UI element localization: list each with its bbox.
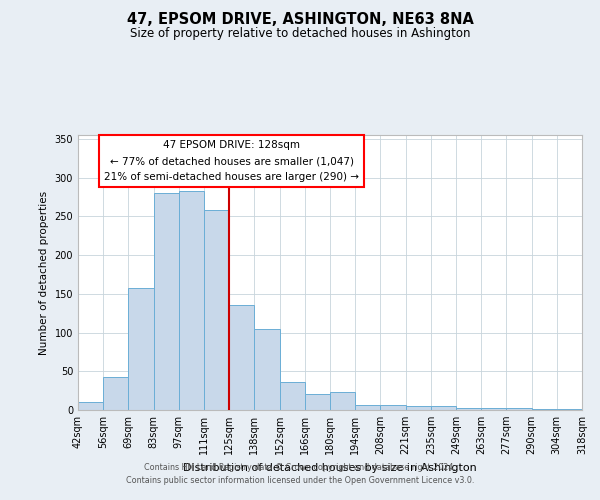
Text: 47, EPSOM DRIVE, ASHINGTON, NE63 8NA: 47, EPSOM DRIVE, ASHINGTON, NE63 8NA xyxy=(127,12,473,28)
Bar xyxy=(406,406,431,410)
Bar xyxy=(78,402,103,410)
Bar xyxy=(204,210,229,410)
Text: 47 EPSOM DRIVE: 128sqm
← 77% of detached houses are smaller (1,047)
21% of semi-: 47 EPSOM DRIVE: 128sqm ← 77% of detached… xyxy=(104,140,359,181)
Bar xyxy=(305,394,330,410)
Bar xyxy=(532,409,557,410)
Bar xyxy=(280,382,305,410)
Bar xyxy=(330,392,355,410)
Bar xyxy=(456,408,481,410)
Bar xyxy=(128,288,154,410)
Bar xyxy=(431,406,456,410)
Bar xyxy=(506,408,532,410)
Y-axis label: Number of detached properties: Number of detached properties xyxy=(39,190,49,354)
Bar xyxy=(154,193,179,410)
X-axis label: Distribution of detached houses by size in Ashington: Distribution of detached houses by size … xyxy=(183,462,477,472)
Bar xyxy=(380,404,406,410)
Text: Size of property relative to detached houses in Ashington: Size of property relative to detached ho… xyxy=(130,28,470,40)
Bar xyxy=(254,330,280,410)
Bar xyxy=(229,306,254,410)
Bar xyxy=(103,378,128,410)
Bar xyxy=(355,404,380,410)
Bar xyxy=(481,408,506,410)
Text: Contains HM Land Registry data © Crown copyright and database right 2024.: Contains HM Land Registry data © Crown c… xyxy=(144,464,456,472)
Text: Contains public sector information licensed under the Open Government Licence v3: Contains public sector information licen… xyxy=(126,476,474,485)
Bar xyxy=(179,191,204,410)
Bar xyxy=(557,409,582,410)
